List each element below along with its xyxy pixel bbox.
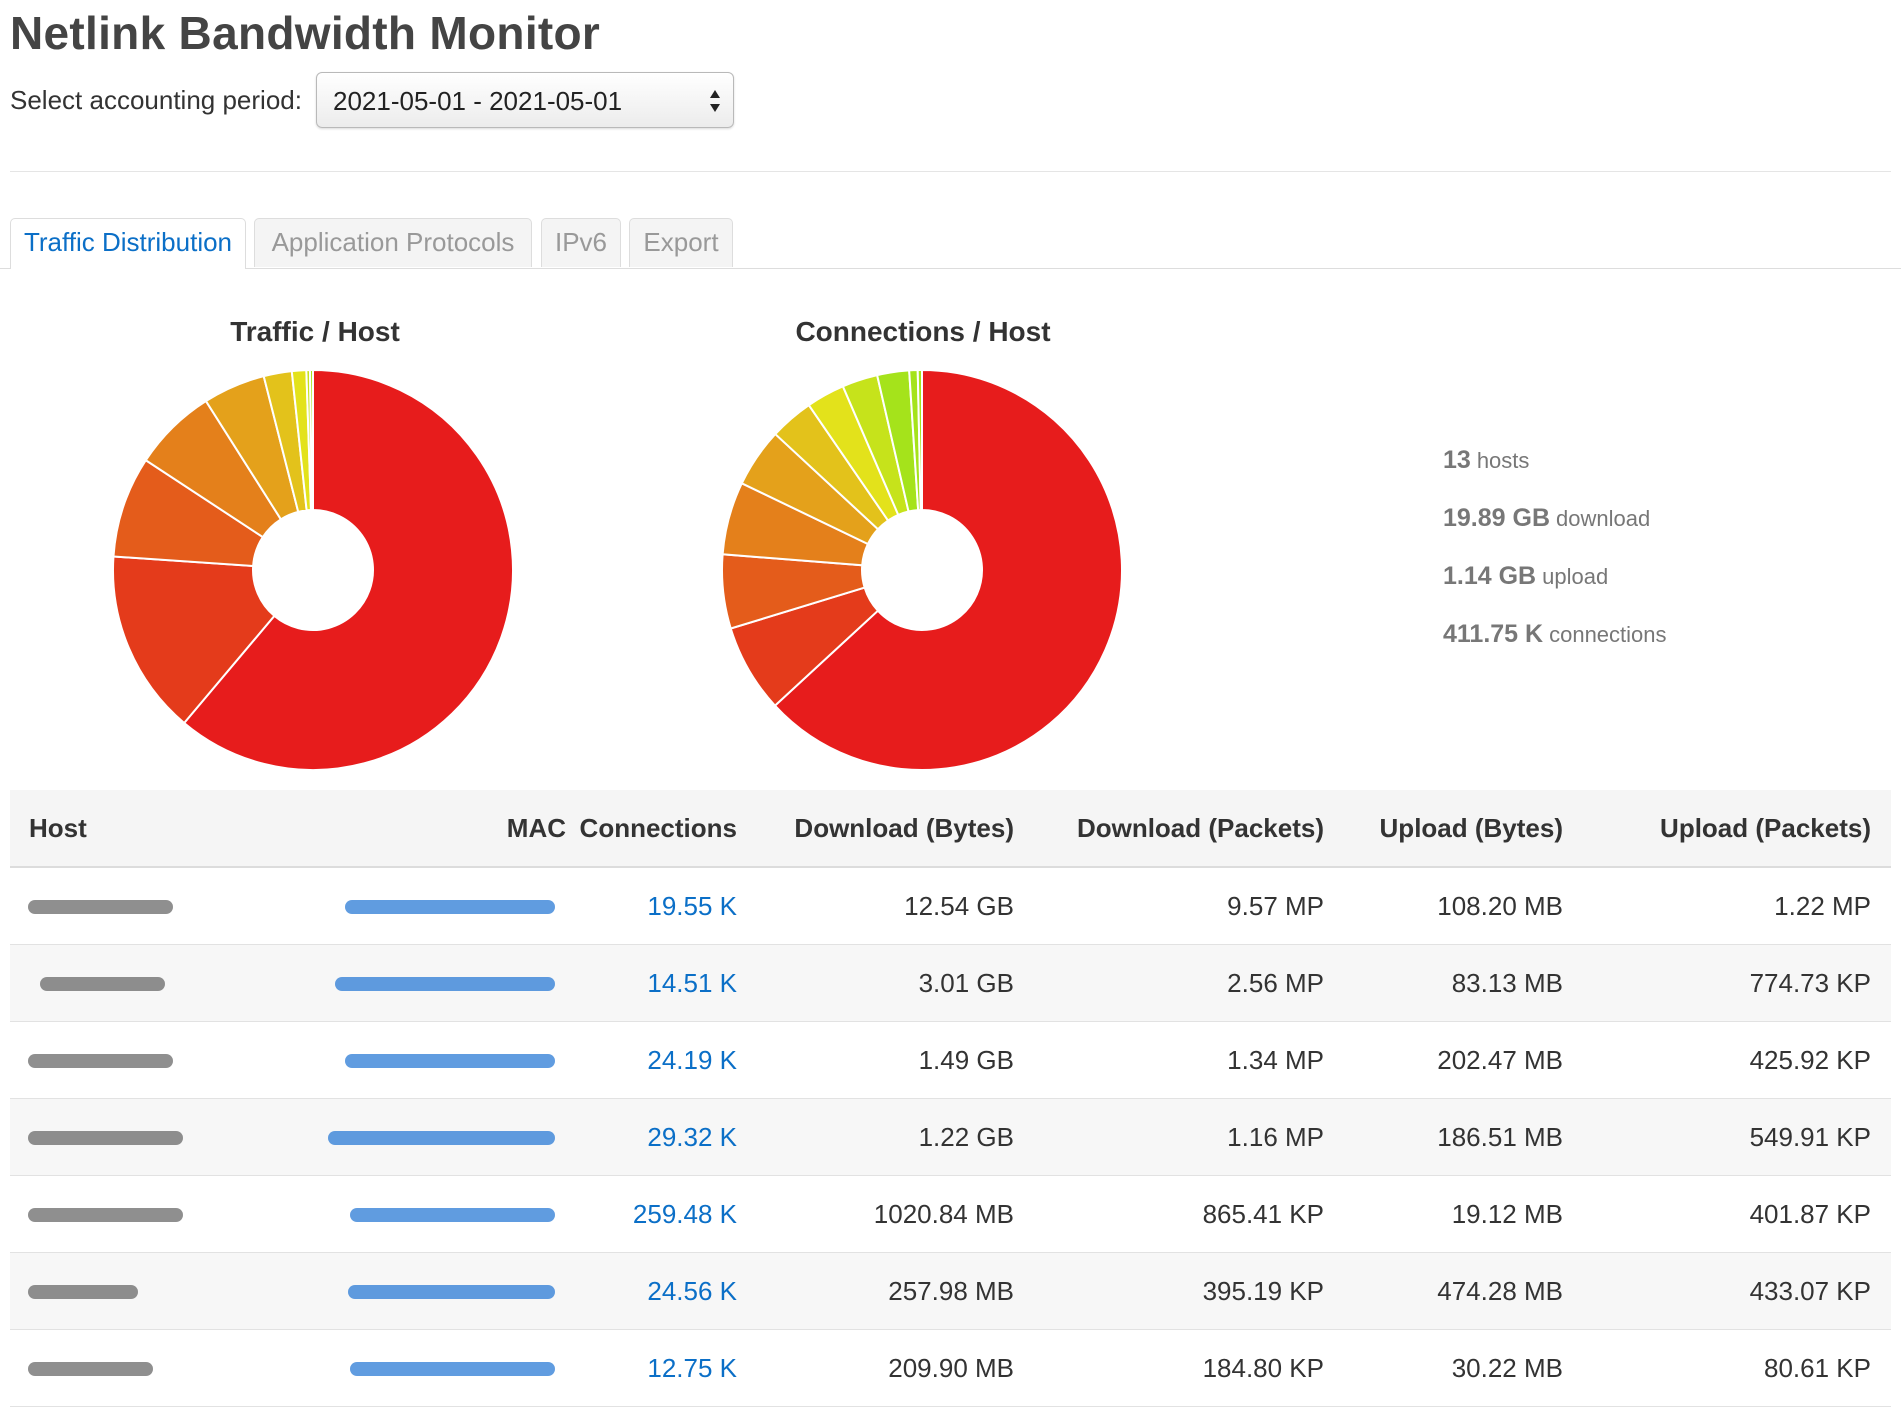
tab-ipv6[interactable]: IPv6	[541, 218, 621, 267]
redacted-host	[28, 1362, 153, 1376]
redacted-host	[28, 900, 173, 914]
download-bytes-cell: 209.90 MB	[888, 1353, 1014, 1383]
upload-bytes-cell: 202.47 MB	[1437, 1045, 1563, 1075]
upload-bytes-cell: 474.28 MB	[1437, 1276, 1563, 1306]
redacted-mac	[350, 1362, 555, 1376]
redacted-mac	[350, 1208, 555, 1222]
connections-cell[interactable]: 12.75 K	[647, 1353, 737, 1383]
traffic-chart-title: Traffic / Host	[230, 316, 400, 347]
host-table: Host MAC Connections Download (Bytes) Do…	[10, 790, 1891, 1407]
table-row: 19.55 K 12.54 GB 9.57 MP 108.20 MB 1.22 …	[10, 868, 1891, 945]
redacted-host	[28, 1285, 138, 1299]
tab-application-protocols[interactable]: Application Protocols	[254, 218, 532, 267]
header-host[interactable]: Host	[29, 813, 87, 843]
stat-upload: 1.14 GB upload	[1443, 562, 1608, 591]
upload-packets-cell: 1.22 MP	[1774, 891, 1871, 921]
upload-bytes-cell: 186.51 MB	[1437, 1122, 1563, 1152]
connections-chart-title: Connections / Host	[795, 316, 1051, 347]
download-packets-cell: 9.57 MP	[1227, 891, 1324, 921]
upload-bytes-cell: 19.12 MB	[1451, 1199, 1563, 1229]
table-row: 24.56 K 257.98 MB 395.19 KP 474.28 MB 43…	[10, 1253, 1891, 1330]
header-download-packets[interactable]: Download (Packets)	[1076, 813, 1324, 843]
connections-cell[interactable]: 14.51 K	[647, 968, 737, 998]
connections-cell[interactable]: 29.32 K	[647, 1122, 737, 1152]
redacted-mac	[328, 1131, 555, 1145]
download-packets-cell: 1.16 MP	[1227, 1122, 1324, 1152]
upload-packets-cell: 80.61 KP	[1764, 1353, 1871, 1383]
connections-cell[interactable]: 259.48 K	[632, 1199, 737, 1229]
stat-upload-label: upload	[1542, 564, 1609, 589]
table-row: 29.32 K 1.22 GB 1.16 MP 186.51 MB 549.91…	[10, 1099, 1891, 1176]
pie-slice-1[interactable]	[182, 368, 514, 771]
upload-packets-cell: 425.92 KP	[1749, 1045, 1871, 1075]
table-row: 259.48 K 1020.84 MB 865.41 KP 19.12 MB 4…	[10, 1176, 1891, 1253]
connections-host-chart	[721, 368, 1123, 771]
stat-download-value: 19.89 GB	[1443, 504, 1551, 532]
download-packets-cell: 2.56 MP	[1227, 968, 1324, 998]
page-title: Netlink Bandwidth Monitor	[10, 7, 601, 59]
header-download-bytes[interactable]: Download (Bytes)	[794, 813, 1014, 843]
stat-download-label: download	[1556, 506, 1651, 531]
connections-cell[interactable]: 19.55 K	[647, 891, 737, 921]
tab-export[interactable]: Export	[629, 218, 733, 267]
stat-connections-label: connections	[1549, 622, 1667, 647]
header-upload-packets[interactable]: Upload (Packets)	[1660, 813, 1871, 843]
stat-hosts: 13 hosts	[1443, 446, 1529, 475]
upload-bytes-cell: 30.22 MB	[1451, 1353, 1563, 1383]
redacted-mac	[335, 977, 555, 991]
pie-slice-9[interactable]	[308, 368, 314, 512]
redacted-host	[28, 1208, 183, 1222]
table-row: 12.75 K 209.90 MB 184.80 KP 30.22 MB 80.…	[10, 1330, 1891, 1407]
stat-hosts-label: hosts	[1476, 448, 1530, 473]
connections-cell[interactable]: 24.56 K	[647, 1276, 737, 1306]
period-select[interactable]: 2021-05-01 - 2021-05-01	[316, 72, 734, 128]
download-bytes-cell: 257.98 MB	[888, 1276, 1014, 1306]
table-row: 14.51 K 3.01 GB 2.56 MP 83.13 MB 774.73 …	[10, 945, 1891, 1022]
download-bytes-cell: 1.49 GB	[918, 1045, 1014, 1075]
download-packets-cell: 395.19 KP	[1202, 1276, 1324, 1306]
header-connections[interactable]: Connections	[579, 813, 737, 843]
traffic-host-chart	[112, 368, 514, 771]
redacted-mac	[345, 1054, 555, 1068]
tab-traffic-distribution[interactable]: Traffic Distribution	[10, 218, 246, 269]
pie-slice-1[interactable]	[773, 368, 1123, 771]
upload-packets-cell: 774.73 KP	[1749, 968, 1871, 998]
redacted-host	[40, 977, 165, 991]
download-packets-cell: 184.80 KP	[1202, 1353, 1324, 1383]
download-bytes-cell: 3.01 GB	[918, 968, 1014, 998]
pie-slice-11[interactable]	[916, 368, 923, 512]
download-bytes-cell: 1.22 GB	[918, 1122, 1014, 1152]
redacted-host	[28, 1131, 183, 1145]
period-label: Select accounting period:	[10, 85, 302, 115]
upload-packets-cell: 401.87 KP	[1749, 1199, 1871, 1229]
stat-upload-value: 1.14 GB	[1443, 562, 1537, 590]
redacted-host	[28, 1054, 173, 1068]
download-packets-cell: 865.41 KP	[1202, 1199, 1324, 1229]
stat-hosts-value: 13	[1443, 446, 1471, 474]
pie-slice-2[interactable]	[112, 555, 276, 725]
header-upload-bytes[interactable]: Upload (Bytes)	[1379, 813, 1563, 843]
upload-packets-cell: 549.91 KP	[1749, 1122, 1871, 1152]
upload-packets-cell: 433.07 KP	[1749, 1276, 1871, 1306]
download-bytes-cell: 1020.84 MB	[873, 1199, 1014, 1229]
stat-download: 19.89 GB download	[1443, 504, 1650, 533]
download-bytes-cell: 12.54 GB	[904, 891, 1014, 921]
period-value: 2021-05-01 - 2021-05-01	[333, 86, 623, 116]
divider	[10, 171, 1891, 172]
header-mac[interactable]: MAC	[506, 813, 566, 843]
upload-bytes-cell: 83.13 MB	[1451, 968, 1563, 998]
redacted-mac	[345, 900, 555, 914]
redacted-mac	[348, 1285, 555, 1299]
stat-connections-value: 411.75 K	[1443, 620, 1544, 648]
table-header: Host MAC Connections Download (Bytes) Do…	[10, 790, 1891, 868]
select-arrows-icon	[710, 90, 720, 112]
download-packets-cell: 1.34 MP	[1227, 1045, 1324, 1075]
upload-bytes-cell: 108.20 MB	[1437, 891, 1563, 921]
tab-bar: Traffic Distribution Application Protoco…	[0, 218, 1901, 269]
table-row: 24.19 K 1.49 GB 1.34 MP 202.47 MB 425.92…	[10, 1022, 1891, 1099]
connections-cell[interactable]: 24.19 K	[647, 1045, 737, 1075]
